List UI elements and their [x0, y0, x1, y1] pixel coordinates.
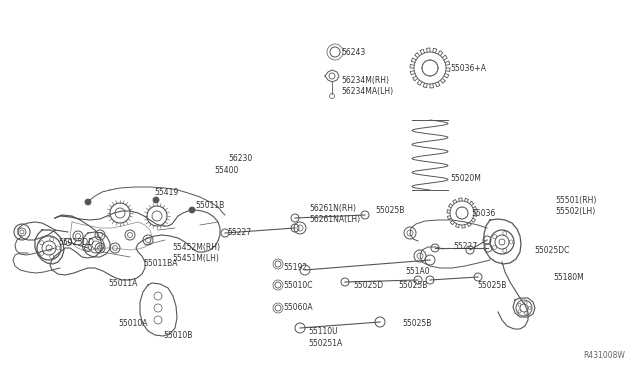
Text: 56243: 56243 [341, 48, 365, 57]
Text: 55010A: 55010A [118, 318, 147, 327]
Text: 55451M(LH): 55451M(LH) [172, 253, 219, 263]
Text: 55025B: 55025B [477, 280, 506, 289]
Text: 55025B: 55025B [402, 320, 431, 328]
Circle shape [85, 199, 91, 205]
Text: 550251A: 550251A [308, 339, 342, 347]
Text: 56261NA(LH): 56261NA(LH) [309, 215, 360, 224]
Text: 55010B: 55010B [163, 330, 193, 340]
Text: 55180M: 55180M [553, 273, 584, 282]
Text: 55011A: 55011A [108, 279, 138, 288]
Text: 55025DD: 55025DD [58, 237, 94, 247]
Text: 55419: 55419 [154, 187, 179, 196]
Text: 56234M(RH): 56234M(RH) [341, 76, 389, 84]
Text: 55400: 55400 [214, 166, 238, 174]
Text: 55060A: 55060A [283, 304, 312, 312]
Text: 551A0: 551A0 [405, 267, 429, 276]
Text: 55502(LH): 55502(LH) [555, 206, 595, 215]
Circle shape [153, 197, 159, 203]
Text: 56230: 56230 [228, 154, 252, 163]
Text: 55010C: 55010C [283, 282, 312, 291]
Text: R431008W: R431008W [583, 351, 625, 360]
Text: 55025DC: 55025DC [534, 246, 570, 254]
Text: 55227: 55227 [453, 241, 477, 250]
Text: 55025B: 55025B [398, 282, 428, 291]
Text: 55011B: 55011B [195, 201, 224, 209]
Text: 55227: 55227 [227, 228, 251, 237]
Text: 55025B: 55025B [375, 205, 404, 215]
Text: 55501(RH): 55501(RH) [555, 196, 596, 205]
Text: 55192: 55192 [283, 263, 307, 272]
Text: 55025D: 55025D [353, 280, 383, 289]
Text: 55110U: 55110U [308, 327, 338, 337]
Circle shape [189, 207, 195, 213]
Text: 55036: 55036 [471, 208, 495, 218]
Text: 55452M(RH): 55452M(RH) [172, 243, 220, 251]
Text: 55020M: 55020M [450, 173, 481, 183]
Text: 55036+A: 55036+A [450, 64, 486, 73]
Text: 55011BA: 55011BA [143, 260, 177, 269]
Text: 56261N(RH): 56261N(RH) [309, 203, 356, 212]
Text: 56234MA(LH): 56234MA(LH) [341, 87, 393, 96]
